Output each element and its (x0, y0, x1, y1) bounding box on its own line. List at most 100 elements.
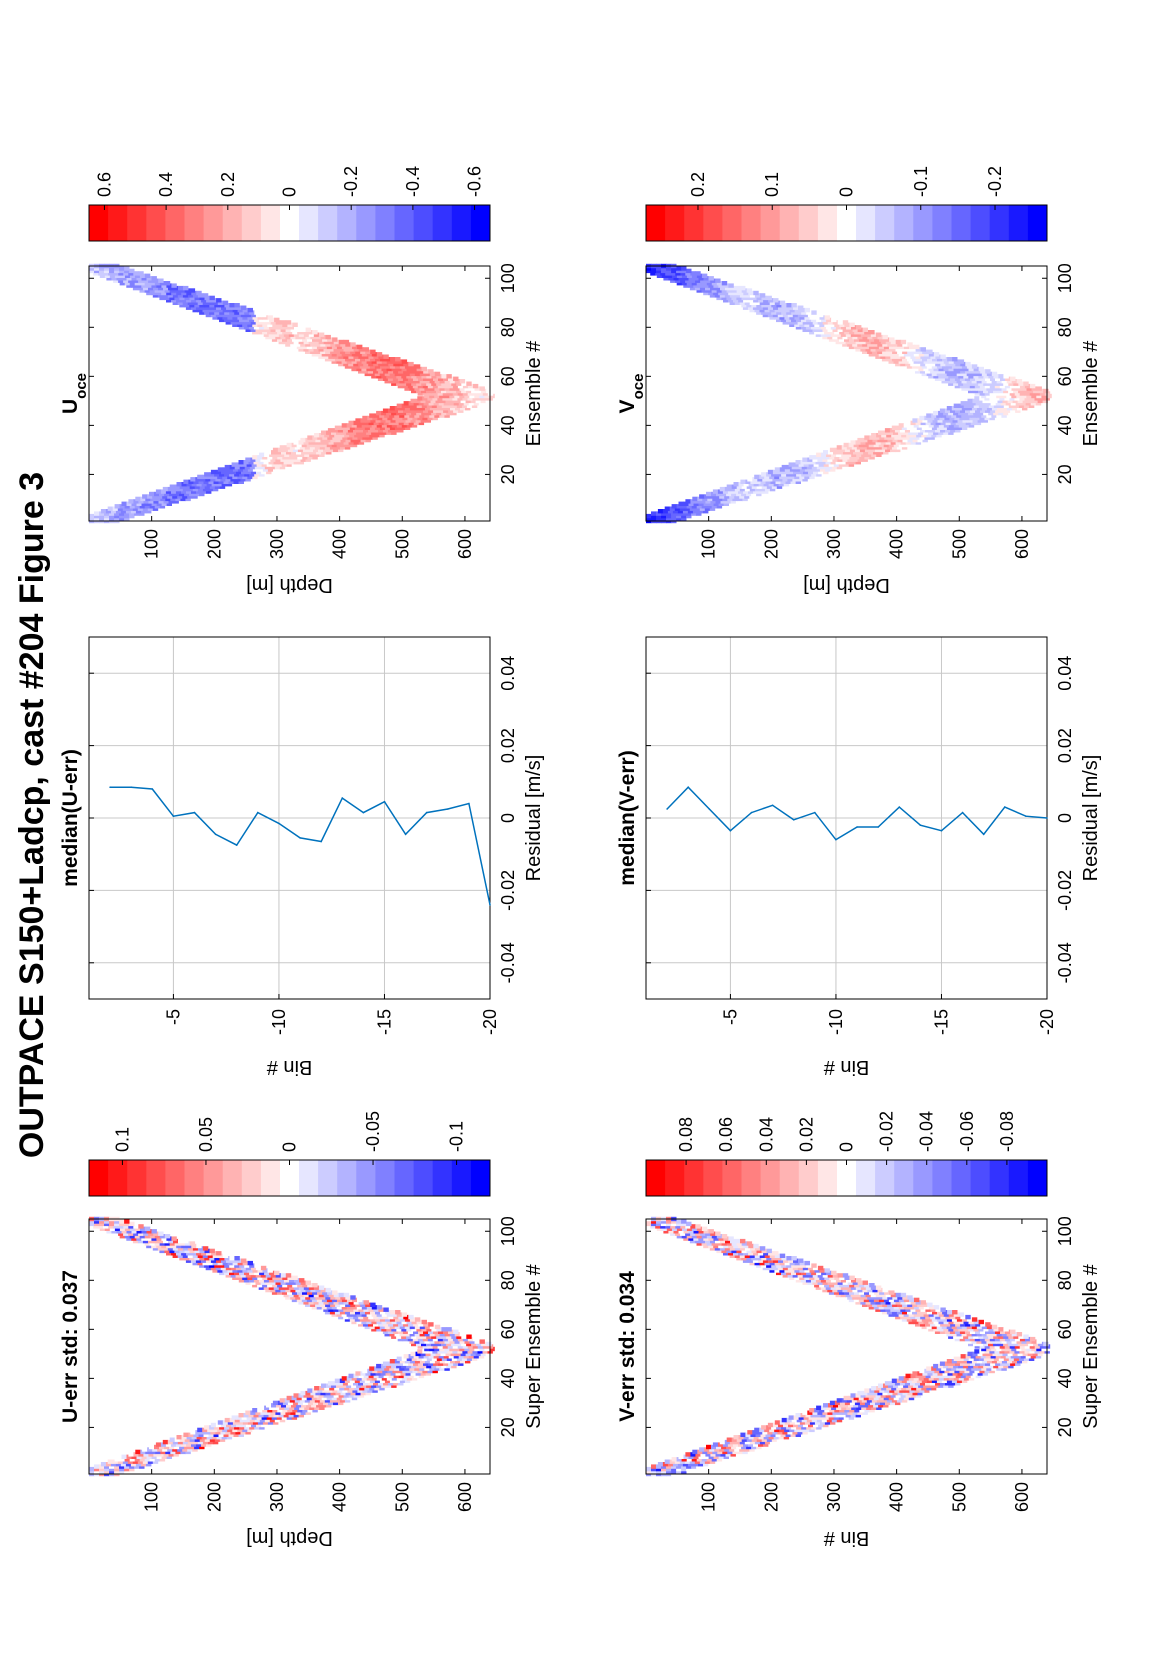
heatmap-cell (948, 410, 954, 416)
heatmap-cell (836, 464, 843, 470)
heatmap-cell (409, 1339, 415, 1344)
heatmap-cell (105, 509, 112, 514)
heatmap-cell (409, 379, 415, 384)
heatmap-cell (246, 1415, 252, 1420)
x-axis-label: Super Ensemble # (523, 1263, 545, 1428)
heatmap-cell (354, 1378, 361, 1383)
heatmap-cell (839, 1283, 845, 1288)
heatmap-cell (448, 376, 454, 381)
heatmap-cell (216, 1258, 222, 1263)
heatmap-cell (1000, 408, 1006, 413)
heatmap-cell (191, 1251, 197, 1256)
heatmap-cell (458, 1354, 465, 1359)
heatmap-cell (204, 1248, 210, 1254)
heatmap-cell (716, 1444, 722, 1450)
heatmap-cell (425, 1371, 431, 1376)
heatmap-cell (196, 1435, 202, 1440)
heatmap-cell (380, 1371, 386, 1376)
heatmap-cell (202, 300, 209, 305)
heatmap-cell (451, 1334, 457, 1339)
heatmap-cell (661, 1219, 667, 1224)
heatmap-cell (1043, 1341, 1049, 1347)
heatmap-cell (128, 499, 134, 504)
heatmap-cell (363, 1381, 369, 1386)
colorbar-tick-label: -0.2 (341, 166, 361, 197)
heatmap-cell (884, 1388, 890, 1393)
heatmap-cell (359, 1386, 365, 1391)
heatmap-cell (867, 437, 873, 443)
heatmap-cell (874, 1388, 880, 1393)
heatmap-cell (868, 1305, 875, 1310)
heatmap-cell (358, 420, 364, 426)
heatmap-cell (452, 396, 458, 401)
heatmap-cell (681, 1219, 687, 1224)
heatmap-cell (291, 1395, 297, 1401)
heatmap-cell (918, 430, 924, 435)
heatmap-cell (836, 445, 843, 450)
heatmap-cell (992, 1351, 998, 1357)
heatmap-cell (721, 1444, 727, 1450)
heatmap-cell (761, 1263, 767, 1268)
heatmap-cell (343, 1292, 350, 1298)
heatmap-cell (842, 1273, 849, 1278)
heatmap-cell (781, 464, 788, 470)
x-tick-label: 0.04 (498, 656, 518, 691)
heatmap-cell (175, 1449, 181, 1455)
heatmap-cell (390, 357, 396, 362)
heatmap-cell (418, 1373, 425, 1379)
heatmap-cell (312, 1408, 318, 1413)
heatmap-cell (394, 1332, 400, 1337)
heatmap-cell (1007, 1359, 1013, 1364)
heatmap-cell (336, 344, 343, 350)
heatmap-cell (1033, 1341, 1039, 1347)
heatmap-cell (222, 1420, 229, 1425)
heatmap-cell (348, 347, 354, 352)
heatmap-cell (861, 1398, 868, 1403)
heatmap-cell (701, 1241, 707, 1246)
heatmap-cell (402, 1329, 409, 1334)
heatmap-cell (980, 1354, 986, 1359)
heatmap-cell (822, 457, 828, 462)
heatmap-cell (186, 1243, 192, 1249)
heatmap-cell (951, 1378, 958, 1383)
heatmap-cell (221, 1258, 227, 1263)
heatmap-cell (164, 1444, 170, 1450)
heatmap-cell (161, 290, 167, 296)
heatmap-cell (915, 1314, 921, 1320)
heatmap-cell (941, 1324, 948, 1330)
heatmap-cell (681, 1234, 688, 1239)
heatmap-cell (383, 354, 389, 359)
heatmap-cell (769, 486, 776, 492)
heatmap-cell (959, 415, 965, 421)
heatmap-cell (142, 506, 149, 511)
heatmap-cell (396, 1376, 403, 1381)
heatmap-cell (423, 1322, 429, 1327)
heatmap-cell (286, 1415, 293, 1420)
colorbar-swatch (299, 1160, 319, 1196)
heatmap-cell (331, 1305, 338, 1310)
heatmap-cell (732, 1449, 738, 1455)
heatmap-cell (462, 391, 469, 396)
heatmap-cell (197, 1439, 204, 1445)
heatmap-cell (712, 496, 718, 502)
heatmap-cell (872, 1287, 878, 1293)
panel-title: median(V-err) (616, 750, 639, 885)
heatmap-cell (244, 310, 250, 315)
heatmap-cell (359, 1378, 366, 1383)
heatmap-cell (389, 1378, 396, 1383)
heatmap-cell (1034, 1344, 1041, 1349)
heatmap-cell (275, 457, 281, 462)
heatmap-cell (769, 1427, 775, 1433)
heatmap-cell (303, 1292, 309, 1298)
colorbar-tick-label: 0.1 (112, 1127, 132, 1152)
heatmap-cell (179, 1241, 185, 1246)
colorbar-swatch (280, 205, 300, 241)
heatmap-cell (227, 1268, 233, 1273)
heatmap-cell (148, 278, 154, 283)
heatmap-cell (681, 1469, 687, 1474)
heatmap-cell (877, 1390, 883, 1396)
heatmap-cell (1009, 1336, 1016, 1342)
heatmap-cell (329, 1386, 335, 1391)
heatmap-cell (219, 1437, 226, 1442)
heatmap-cell (907, 437, 913, 443)
